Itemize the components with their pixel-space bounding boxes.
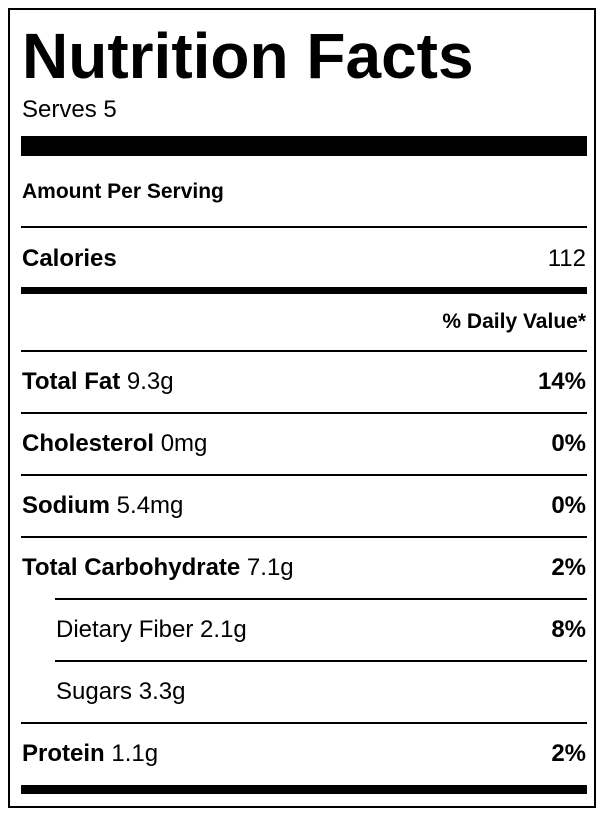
divider-thin xyxy=(21,722,587,724)
divider-thin xyxy=(21,536,587,538)
divider-medium xyxy=(21,287,587,294)
nutrient-text: Total Carbohydrate 7.1g xyxy=(22,554,294,582)
label-title: Nutrition Facts xyxy=(22,20,474,92)
nutrient-amount: 1.1g xyxy=(111,740,159,767)
calories-label: Calories xyxy=(22,245,117,272)
nutrient-amount: 5.4mg xyxy=(116,492,184,519)
nutrient-text: Dietary Fiber 2.1g xyxy=(56,616,247,644)
nutrient-amount: 0mg xyxy=(160,430,208,457)
divider-thin-indented xyxy=(55,660,587,662)
nutrient-row-protein: Protein 1.1g 2% xyxy=(22,734,586,774)
nutrient-row-sodium: Sodium 5.4mg 0% xyxy=(22,486,586,526)
nutrient-row-cholesterol: Cholesterol 0mg 0% xyxy=(22,424,586,464)
nutrient-daily-value: 14% xyxy=(537,368,586,395)
divider-bottom xyxy=(21,785,587,794)
nutrient-text: Sugars 3.3g xyxy=(56,678,185,706)
nutrient-daily-value: 2% xyxy=(551,740,586,767)
nutrient-row-total-carbohydrate: Total Carbohydrate 7.1g 2% xyxy=(22,548,586,588)
nutrient-text: Protein 1.1g xyxy=(22,740,158,768)
nutrient-name: Total Fat xyxy=(22,368,121,395)
nutrient-text: Sodium 5.4mg xyxy=(22,492,183,520)
nutrient-name: Total Carbohydrate xyxy=(22,554,241,581)
divider-thin xyxy=(21,412,587,414)
daily-value-header: % Daily Value* xyxy=(442,310,586,333)
divider-thin xyxy=(21,350,587,352)
nutrient-text: Cholesterol 0mg xyxy=(22,430,207,458)
divider-thin xyxy=(21,226,587,228)
nutrient-row-dietary-fiber: Dietary Fiber 2.1g 8% xyxy=(56,610,586,650)
nutrient-amount: 3.3g xyxy=(138,678,186,705)
servings-text: Serves 5 xyxy=(22,96,117,123)
nutrient-daily-value: 0% xyxy=(551,492,586,519)
nutrient-name: Sugars xyxy=(56,678,133,705)
nutrient-daily-value: 8% xyxy=(551,616,586,643)
nutrient-amount: 2.1g xyxy=(200,616,247,643)
divider-thin-indented xyxy=(55,598,587,600)
nutrient-name: Sodium xyxy=(22,492,110,519)
nutrient-daily-value: 2% xyxy=(551,554,586,581)
nutrient-row-sugars: Sugars 3.3g xyxy=(56,672,586,712)
calories-row: Calories 112 xyxy=(22,239,586,279)
divider-thin xyxy=(21,474,587,476)
amount-per-serving-heading: Amount Per Serving xyxy=(22,180,224,203)
nutrient-text: Total Fat 9.3g xyxy=(22,368,174,396)
nutrient-row-total-fat: Total Fat 9.3g 14% xyxy=(22,362,586,402)
nutrient-name: Dietary Fiber xyxy=(56,616,194,643)
nutrient-name: Protein xyxy=(22,740,105,767)
nutrient-daily-value: 0% xyxy=(551,430,586,457)
nutrient-amount: 7.1g xyxy=(246,554,294,581)
nutrient-amount: 9.3g xyxy=(126,368,174,395)
nutrient-name: Cholesterol xyxy=(22,430,155,457)
calories-value: 112 xyxy=(547,245,586,272)
nutrition-label xyxy=(8,8,596,808)
divider-heavy xyxy=(21,136,587,156)
